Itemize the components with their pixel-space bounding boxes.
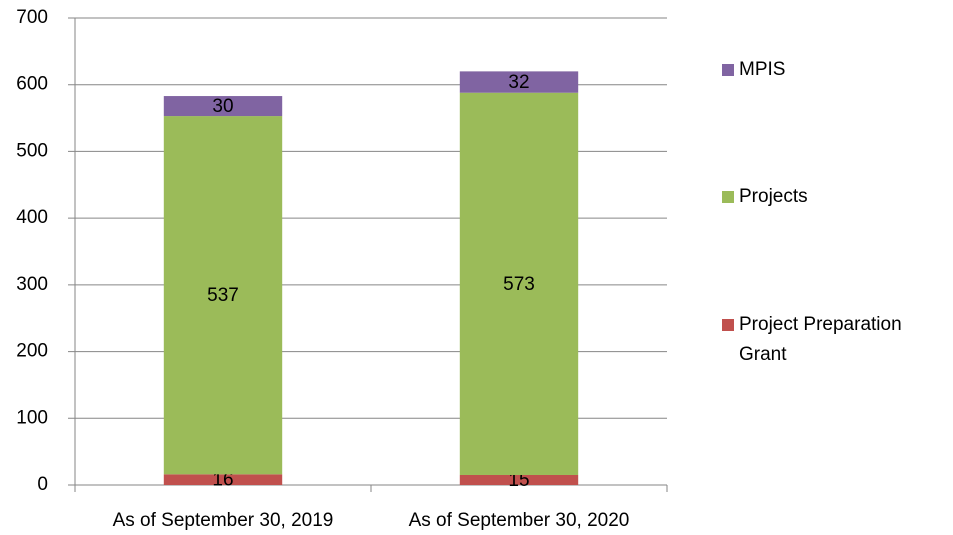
y-tick-label: 100: [16, 407, 48, 428]
x-tick-label: As of September 30, 2019: [113, 510, 334, 531]
data-label: 15: [508, 470, 529, 491]
y-tick-label: 0: [37, 474, 48, 495]
legend-label: MPIS: [739, 59, 786, 80]
legend-swatch: [722, 64, 734, 76]
legend-swatch: [722, 319, 734, 331]
y-tick-label: 300: [16, 274, 48, 295]
legend-label: Projects: [739, 186, 808, 207]
bar-segment: [459, 71, 579, 93]
bar-segment: [459, 474, 579, 485]
data-label: 573: [503, 274, 535, 295]
y-tick-label: 500: [16, 140, 48, 161]
legend-item: MPIS: [722, 55, 953, 85]
legend-label: Project Preparation Grant: [739, 314, 902, 365]
legend-item: Project Preparation Grant: [722, 310, 953, 370]
y-tick-label: 400: [16, 207, 48, 228]
data-label: 32: [508, 72, 529, 93]
x-tick-label: As of September 30, 2020: [409, 510, 630, 531]
data-label: 16: [212, 470, 233, 491]
y-tick-label: 700: [16, 7, 48, 28]
bar-segment: [163, 96, 283, 117]
data-label: 30: [212, 96, 233, 117]
legend-swatch: [722, 191, 734, 203]
y-tick-label: 200: [16, 341, 48, 362]
bar-segment: [163, 116, 283, 475]
bar-segment: [459, 92, 579, 475]
y-tick-label: 600: [16, 74, 48, 95]
legend-item: Projects: [722, 182, 953, 212]
data-label: 537: [207, 285, 239, 306]
bar-segment: [163, 474, 283, 485]
